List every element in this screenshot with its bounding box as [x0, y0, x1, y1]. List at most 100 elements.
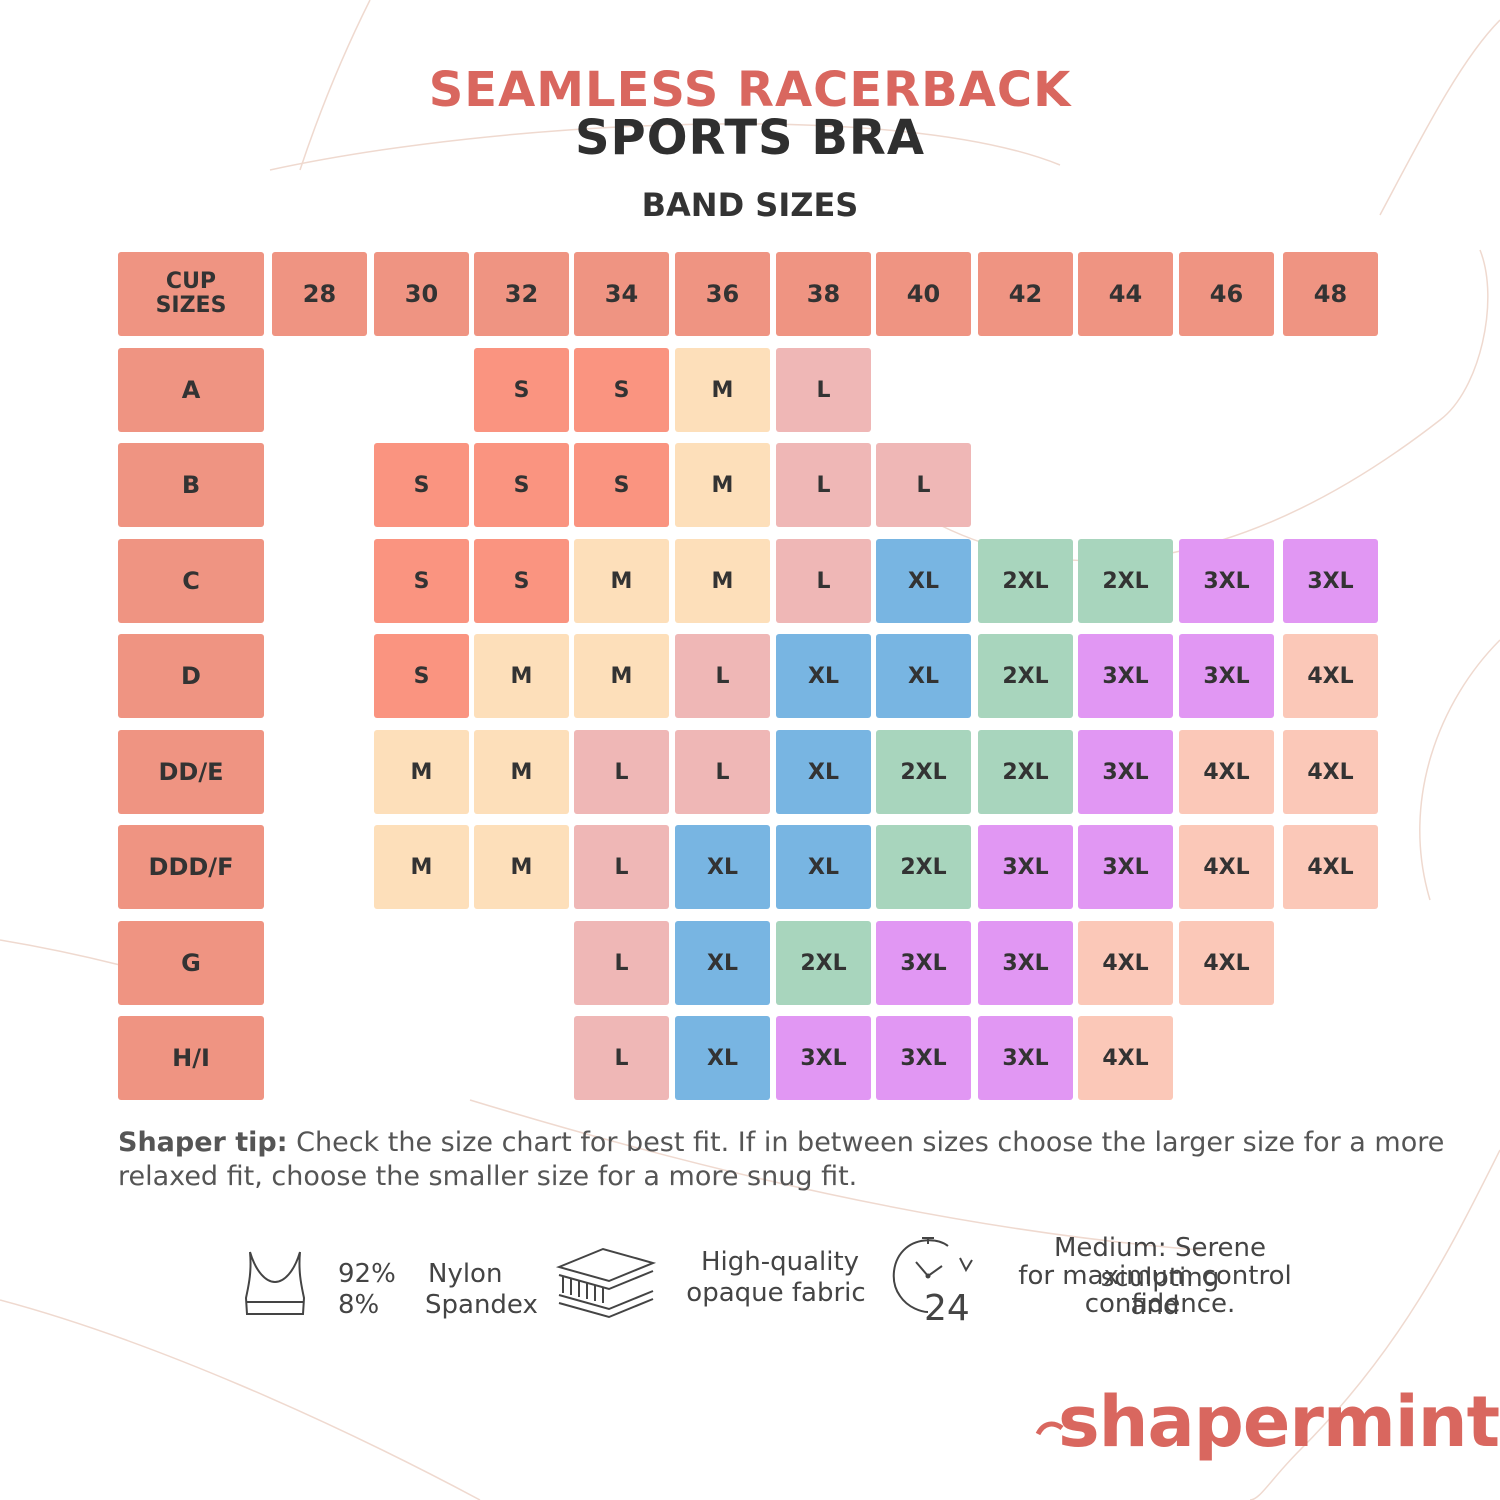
- cup-label-b: B: [118, 443, 264, 527]
- size-cell: M: [374, 730, 469, 814]
- size-cell: S: [474, 443, 569, 527]
- band-header-34: 34: [574, 252, 669, 336]
- size-cell: XL: [876, 634, 971, 718]
- band-sizes-heading: BAND SIZES: [641, 186, 859, 224]
- size-cell: 2XL: [876, 825, 971, 909]
- size-cell: 4XL: [1179, 730, 1274, 814]
- shaper-tip: Shaper tip: Check the size chart for bes…: [118, 1126, 1448, 1194]
- size-cell: 3XL: [876, 1016, 971, 1100]
- cup-label-c: C: [118, 539, 264, 623]
- size-cell: S: [474, 348, 569, 432]
- shaper-tip-label: Shaper tip:: [118, 1127, 288, 1158]
- composition-material-1: Nylon: [428, 1259, 503, 1289]
- band-header-42: 42: [978, 252, 1073, 336]
- cup-label-dd-e: DD/E: [118, 730, 264, 814]
- size-cell: M: [574, 634, 669, 718]
- cup-label-h-i: H/I: [118, 1016, 264, 1100]
- clock-24-icon: 24: [888, 1232, 978, 1329]
- size-cell: 3XL: [876, 921, 971, 1005]
- size-cell: 3XL: [978, 825, 1073, 909]
- size-cell: 3XL: [1078, 825, 1173, 909]
- band-header-46: 46: [1179, 252, 1274, 336]
- size-cell: 4XL: [1283, 825, 1378, 909]
- band-header-48: 48: [1283, 252, 1378, 336]
- composition-material-2: Spandex: [425, 1290, 538, 1320]
- composition-percent-1: 92%: [338, 1259, 396, 1289]
- sports-bra-icon: [242, 1248, 308, 1322]
- band-header-36: 36: [675, 252, 770, 336]
- size-cell: L: [776, 348, 871, 432]
- size-cell: XL: [876, 539, 971, 623]
- size-cell: 4XL: [1179, 825, 1274, 909]
- size-cell: S: [574, 348, 669, 432]
- size-cell: 3XL: [1179, 634, 1274, 718]
- size-cell: 3XL: [776, 1016, 871, 1100]
- compression-line-2: for maximum control and: [1018, 1261, 1292, 1321]
- size-cell: M: [574, 539, 669, 623]
- size-cell: S: [374, 634, 469, 718]
- size-cell: 4XL: [1078, 921, 1173, 1005]
- size-cell: 4XL: [1283, 730, 1378, 814]
- size-cell: 4XL: [1078, 1016, 1173, 1100]
- size-cell: 3XL: [1179, 539, 1274, 623]
- size-cell: M: [474, 730, 569, 814]
- band-header-32: 32: [474, 252, 569, 336]
- band-header-38: 38: [776, 252, 871, 336]
- title-line-1: SEAMLESS RACERBACK: [428, 62, 1072, 118]
- size-cell: L: [675, 634, 770, 718]
- size-cell: XL: [776, 825, 871, 909]
- fabric-line-2: opaque fabric: [686, 1278, 866, 1308]
- size-cell: 2XL: [978, 539, 1073, 623]
- size-cell: L: [776, 539, 871, 623]
- compression-line-3: confidence.: [1084, 1289, 1236, 1319]
- size-cell: XL: [675, 1016, 770, 1100]
- size-cell: M: [474, 825, 569, 909]
- fabric-layers-icon: [553, 1245, 659, 1325]
- size-cell: 3XL: [978, 921, 1073, 1005]
- size-cell: 2XL: [978, 634, 1073, 718]
- logo-swoosh: [1035, 1421, 1064, 1436]
- size-cell: XL: [675, 921, 770, 1005]
- title-line-2: SPORTS BRA: [574, 110, 926, 166]
- size-cell: M: [474, 634, 569, 718]
- size-cell: L: [574, 730, 669, 814]
- band-header-30: 30: [374, 252, 469, 336]
- cup-label-d: D: [118, 634, 264, 718]
- band-header-28: 28: [272, 252, 367, 336]
- size-cell: M: [675, 348, 770, 432]
- size-cell: S: [474, 539, 569, 623]
- size-cell: M: [374, 825, 469, 909]
- size-cell: L: [574, 1016, 669, 1100]
- size-cell: 2XL: [876, 730, 971, 814]
- shapermint-logo: shapermint: [1030, 1372, 1500, 1472]
- band-header-40: 40: [876, 252, 971, 336]
- cup-label-a: A: [118, 348, 264, 432]
- size-cell: 2XL: [776, 921, 871, 1005]
- fabric-line-1: High-quality: [700, 1247, 860, 1277]
- size-cell: L: [675, 730, 770, 814]
- size-cell: S: [374, 539, 469, 623]
- cup-sizes-header: CUP SIZES: [118, 252, 264, 336]
- size-cell: 3XL: [978, 1016, 1073, 1100]
- band-header-44: 44: [1078, 252, 1173, 336]
- size-cell: 4XL: [1283, 634, 1378, 718]
- cup-label-ddd-f: DDD/F: [118, 825, 264, 909]
- size-cell: M: [675, 443, 770, 527]
- size-cell: 3XL: [1078, 634, 1173, 718]
- size-cell: 3XL: [1078, 730, 1173, 814]
- clock-24-label: 24: [924, 1288, 970, 1324]
- size-cell: S: [374, 443, 469, 527]
- shaper-tip-text: Check the size chart for best fit. If in…: [118, 1127, 1445, 1192]
- composition-percent-2: 8%: [338, 1290, 380, 1320]
- size-cell: L: [776, 443, 871, 527]
- size-cell: 4XL: [1179, 921, 1274, 1005]
- size-cell: S: [574, 443, 669, 527]
- brand-name: shapermint: [1058, 1381, 1500, 1463]
- size-cell: M: [675, 539, 770, 623]
- size-cell: 2XL: [1078, 539, 1173, 623]
- size-cell: L: [574, 921, 669, 1005]
- cup-label-g: G: [118, 921, 264, 1005]
- size-cell: XL: [675, 825, 770, 909]
- compression-line-1: Medium: Serene sculpting: [1053, 1233, 1267, 1293]
- size-cell: XL: [776, 730, 871, 814]
